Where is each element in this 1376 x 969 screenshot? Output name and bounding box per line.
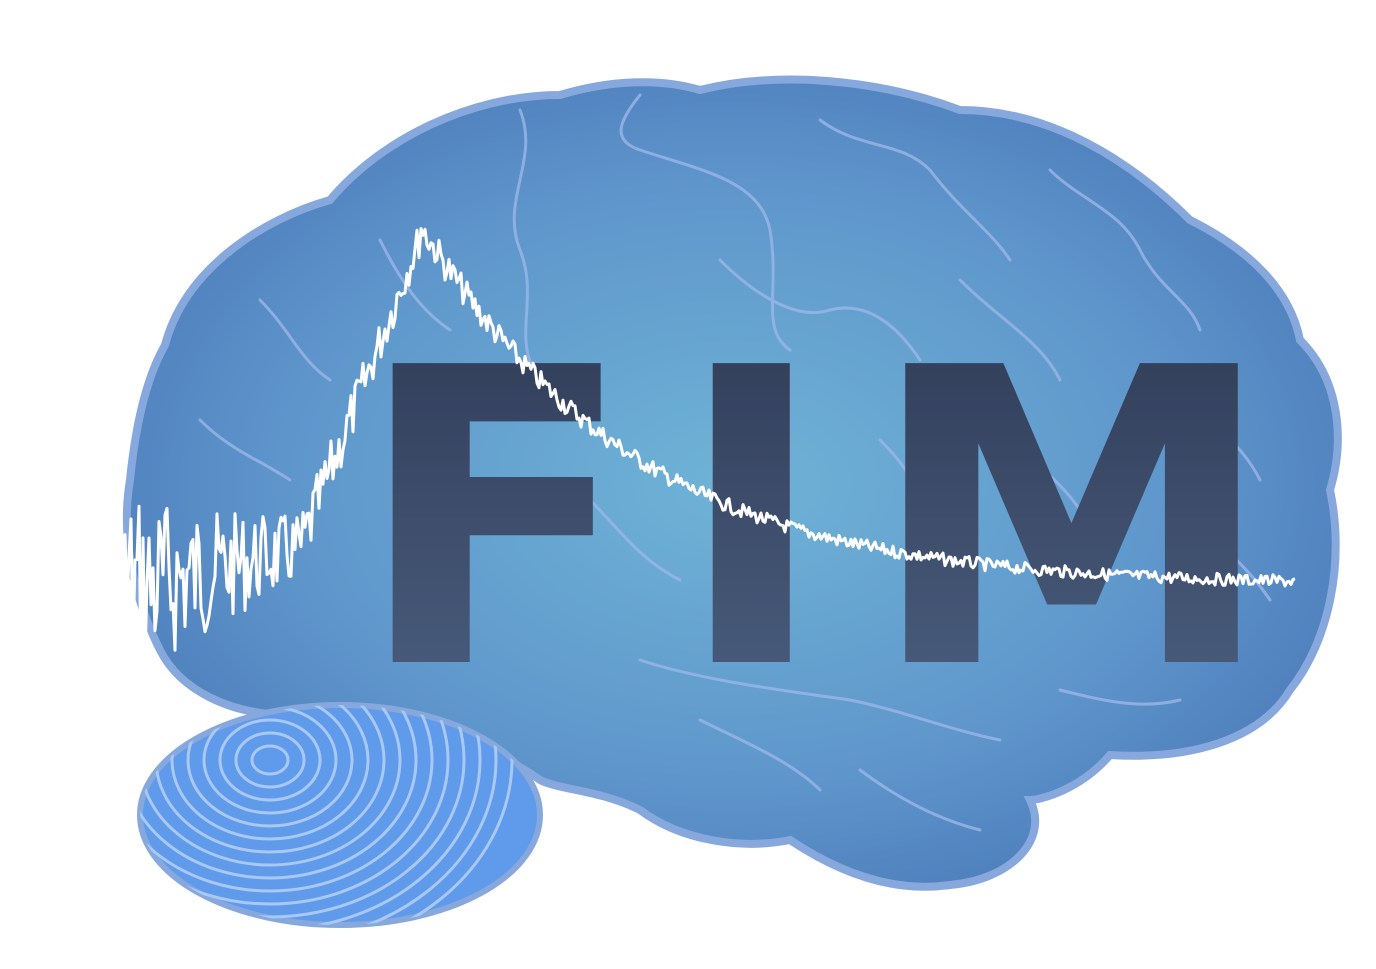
logo-text: FIM [355, 281, 1316, 759]
brain-icon [122, 75, 1342, 928]
fingerprint-icon [137, 702, 543, 928]
signal-waveform-icon [53, 227, 1296, 729]
